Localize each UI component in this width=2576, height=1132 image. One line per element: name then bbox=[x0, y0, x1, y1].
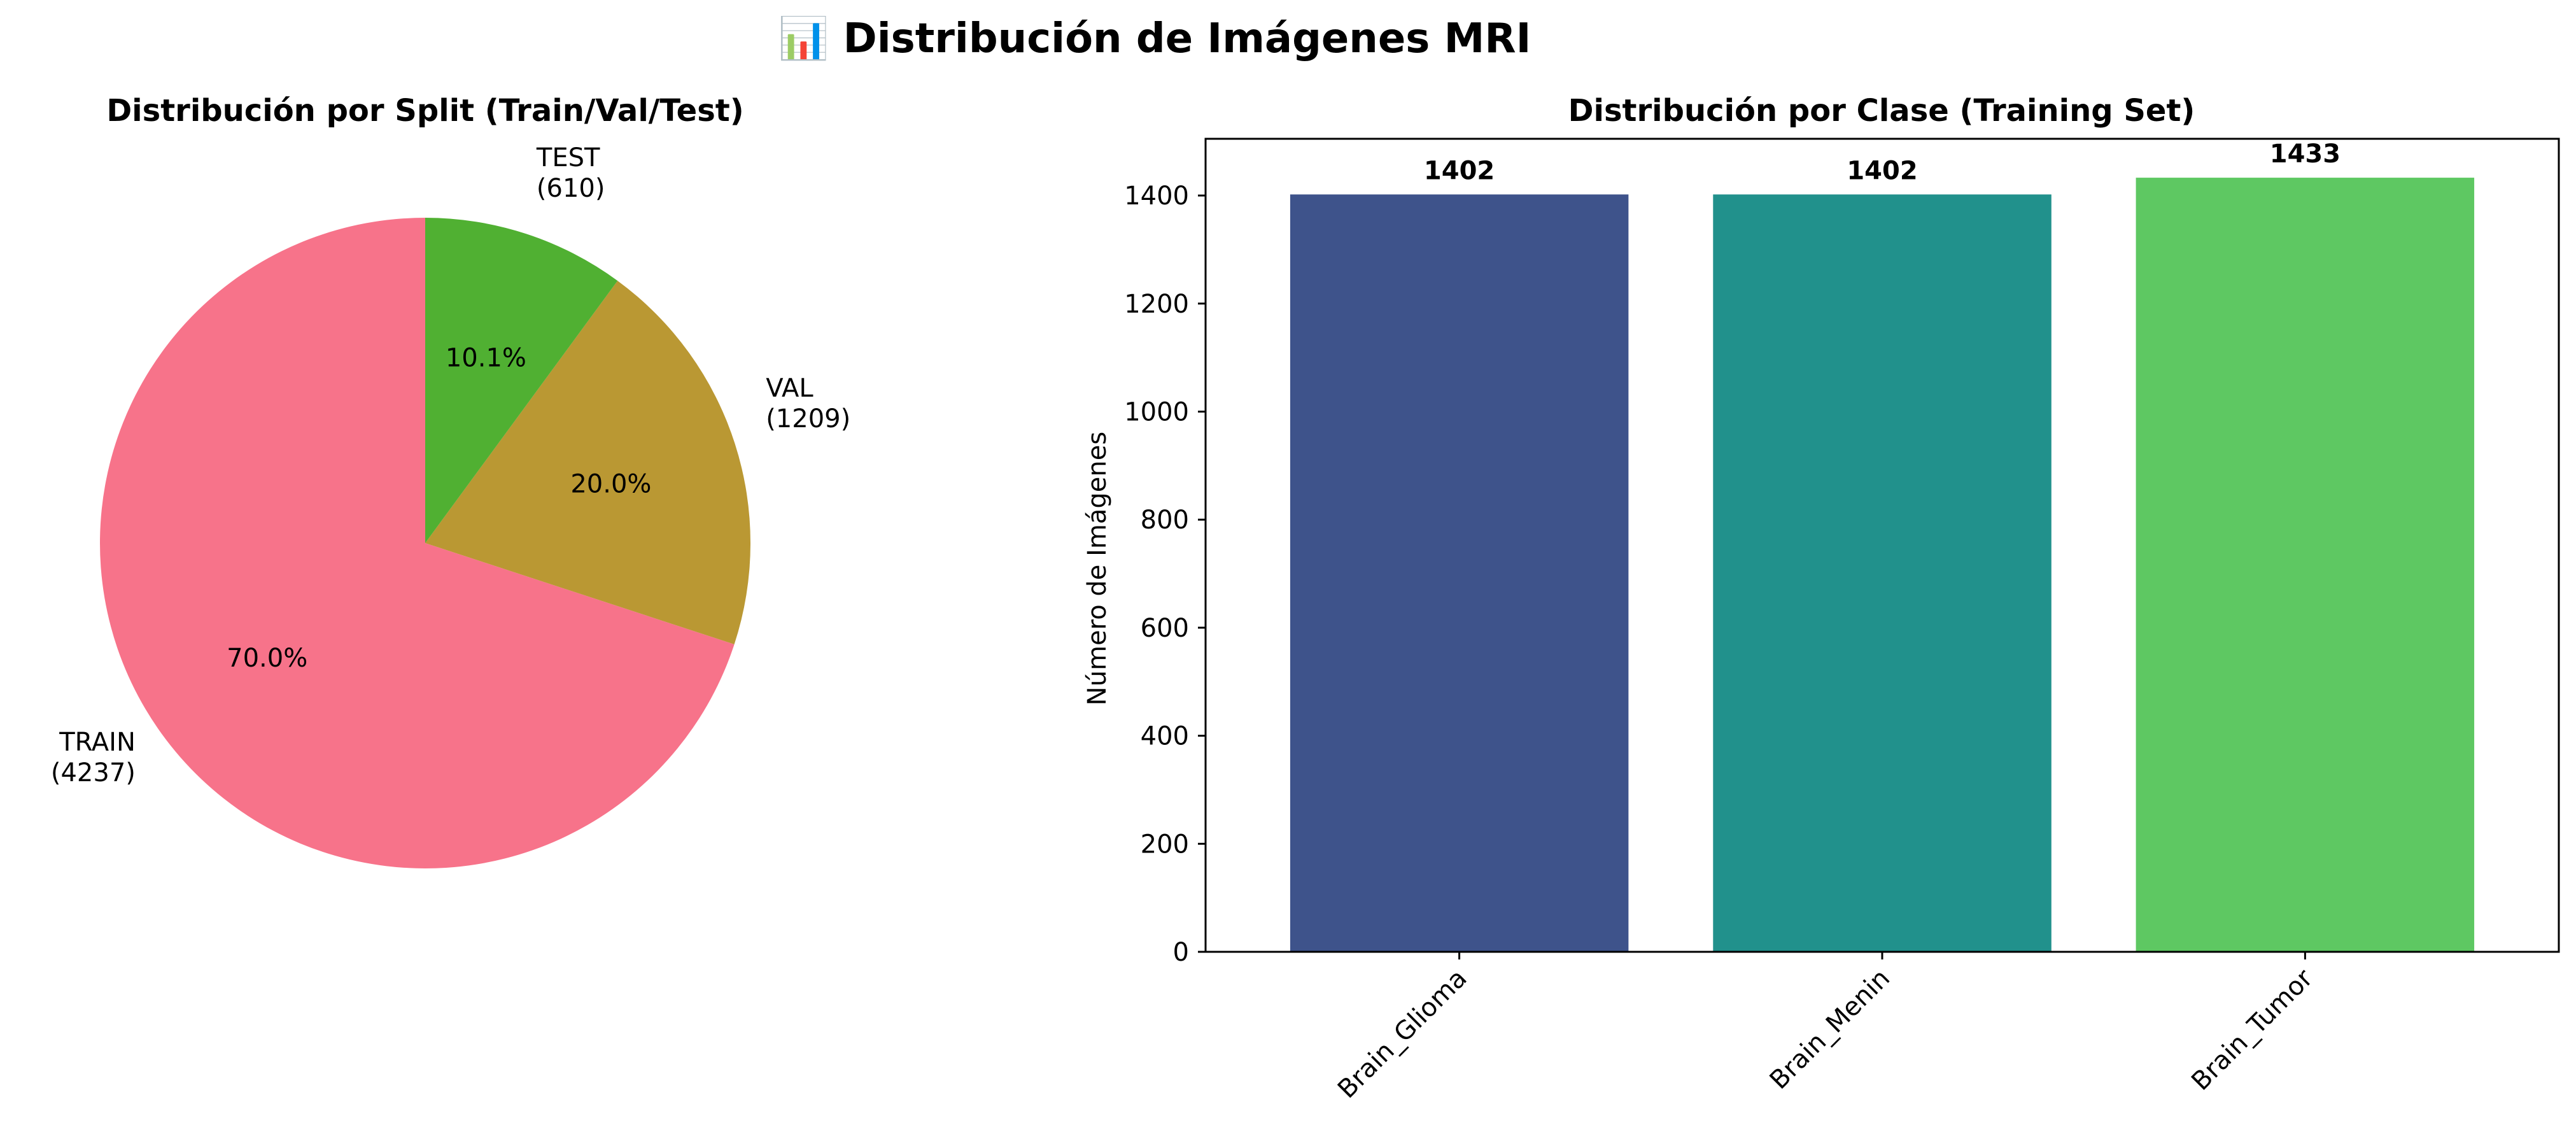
pie-label-count: (610) bbox=[537, 174, 605, 203]
x-tick-label: Brain_Glioma bbox=[1332, 964, 1473, 1105]
pie-label-train: TRAIN (4237) bbox=[51, 728, 136, 788]
pie-chart-title: Distribución por Split (Train/Val/Test) bbox=[106, 93, 743, 129]
pie-slice-val bbox=[425, 280, 751, 645]
y-tick-label: 0 bbox=[1173, 938, 1189, 967]
bar-brain-tumor bbox=[2136, 178, 2475, 952]
bar-data-label: 1433 bbox=[2270, 139, 2340, 169]
bar-data-label: 1402 bbox=[1424, 156, 1495, 185]
y-tick-label: 1000 bbox=[1124, 398, 1189, 427]
pie-pct-label: 20.0% bbox=[570, 469, 651, 499]
pie-pct-label: 10.1% bbox=[446, 344, 526, 373]
pie-slice-train bbox=[100, 218, 735, 868]
bar-brain-menin bbox=[1713, 194, 2052, 952]
pie-pct-label: 70.0% bbox=[227, 644, 307, 673]
bar-brain-glioma bbox=[1290, 194, 1629, 952]
pie-label-name: TRAIN bbox=[59, 728, 136, 757]
y-tick-label: 200 bbox=[1141, 830, 1189, 859]
bar-chart-title: Distribución por Clase (Training Set) bbox=[1568, 93, 2195, 129]
y-tick-label: 800 bbox=[1141, 506, 1189, 535]
y-tick-label: 1200 bbox=[1124, 290, 1189, 319]
pie-label-name: VAL bbox=[766, 374, 813, 403]
y-tick-label: 400 bbox=[1141, 722, 1189, 751]
bar-chart: 1402 Brain_Glioma 1402 Brain_Menin 1433 Brain… bbox=[1124, 138, 2560, 1105]
figure-title: 📊 Distribución de Imágenes MRI bbox=[778, 15, 1531, 62]
x-tick-label: Brain_Tumor bbox=[2186, 963, 2319, 1096]
pie-label-test: TEST (610) bbox=[536, 143, 605, 203]
bar-chart-axes-frame bbox=[1204, 138, 2560, 953]
bar-data-label: 1402 bbox=[1847, 156, 1917, 185]
y-tick-label: 1400 bbox=[1124, 181, 1189, 211]
pie-label-val: VAL (1209) bbox=[766, 374, 850, 434]
pie-label-count: (4237) bbox=[51, 758, 136, 788]
bar-chart-y-axis-label: Número de Imágenes bbox=[1083, 432, 1112, 705]
x-tick-label: Brain_Menin bbox=[1764, 964, 1896, 1095]
pie-chart: 70.0%TRAIN (4237)20.0%VAL (1209)10.1%TEST(… bbox=[51, 143, 850, 868]
y-tick-label: 600 bbox=[1141, 614, 1189, 643]
pie-slice-test bbox=[425, 218, 618, 543]
pie-label-name: TEST bbox=[536, 143, 600, 173]
pie-label-count: (1209) bbox=[766, 404, 850, 434]
